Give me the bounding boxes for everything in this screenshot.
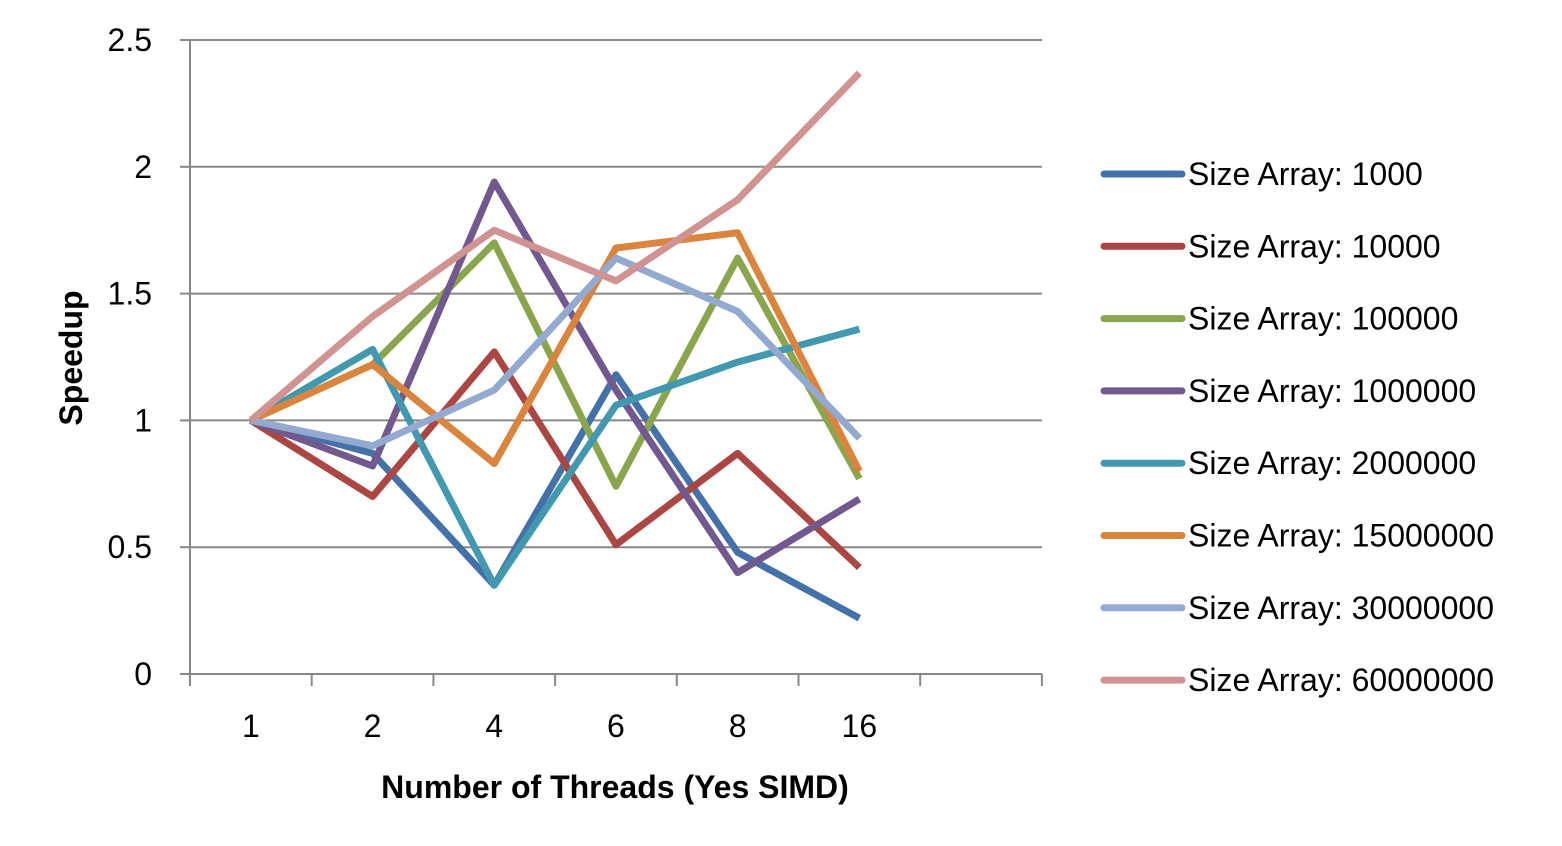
series-line-2: [248, 348, 862, 571]
legend-label: Size Array: 100000: [1188, 301, 1458, 337]
legend-label: Size Array: 30000000: [1188, 590, 1494, 626]
legend-label: Size Array: 1000: [1188, 156, 1423, 192]
series-line-4: [249, 178, 862, 577]
series-lines: [248, 70, 863, 622]
x-tick-label: 2: [364, 708, 382, 744]
x-tick-label: 16: [842, 708, 878, 744]
y-tick-label: 2.5: [108, 22, 152, 58]
x-tick-label: 6: [607, 708, 625, 744]
axes: [180, 39, 1043, 686]
y-tick-labels: 0 0.5 1 1.5 2 2.5: [108, 22, 152, 692]
series-line-8: [248, 70, 862, 424]
y-tick-label: 0: [134, 656, 152, 692]
x-tick-labels: 1 2 4 6 8 16: [242, 708, 877, 744]
legend-item: Size Array: 2000000: [1100, 445, 1476, 481]
legend-label: Size Array: 2000000: [1188, 445, 1476, 481]
y-tick-label: 1.5: [108, 276, 152, 312]
legend-item: Size Array: 1000: [1100, 156, 1423, 192]
x-axis-title: Number of Threads (Yes SIMD): [381, 769, 849, 805]
legend-label: Size Array: 60000000: [1188, 662, 1494, 698]
y-axis-title: Speedup: [53, 290, 89, 425]
series-line-5: [249, 325, 861, 589]
series-line-7: [250, 254, 862, 450]
y-tick-label: 0.5: [108, 529, 152, 565]
legend: Size Array: 1000 Size Array: 10000 Size Ar…: [1100, 156, 1494, 698]
x-tick-label: 8: [729, 708, 747, 744]
gridlines: [190, 39, 1042, 549]
y-tick-label: 1: [134, 402, 152, 438]
x-tick-label: 4: [485, 708, 503, 744]
legend-item: Size Array: 15000000: [1100, 518, 1494, 554]
legend-item: Size Array: 30000000: [1100, 590, 1494, 626]
legend-label: Size Array: 10000: [1188, 228, 1441, 264]
legend-item: Size Array: 100000: [1100, 301, 1458, 337]
y-tick-label: 2: [134, 149, 152, 185]
legend-label: Size Array: 1000000: [1188, 373, 1476, 409]
legend-item: Size Array: 1000000: [1100, 373, 1476, 409]
legend-label: Size Array: 15000000: [1188, 518, 1494, 554]
series-line-6: [249, 229, 863, 473]
legend-item: Size Array: 60000000: [1100, 662, 1494, 698]
x-tick-label: 1: [242, 708, 260, 744]
legend-item: Size Array: 10000: [1100, 228, 1441, 264]
